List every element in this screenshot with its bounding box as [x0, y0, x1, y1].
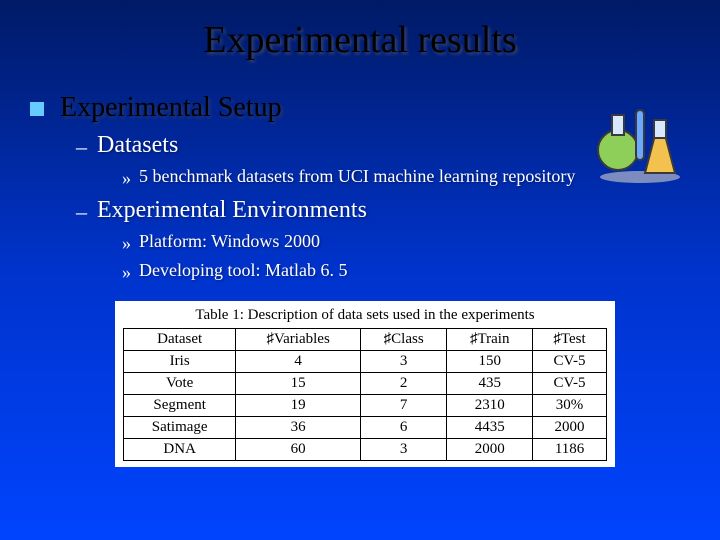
cell: 1186 [533, 439, 607, 461]
col-header: ♯Class [360, 329, 447, 351]
col-header: ♯Test [533, 329, 607, 351]
table-row: Vote 15 2 435 CV-5 [124, 373, 607, 395]
cell: 150 [447, 351, 533, 373]
table-row: Segment 19 7 2310 30% [124, 395, 607, 417]
bullet-text: Developing tool: Matlab 6. 5 [139, 260, 347, 281]
datasets-table: Dataset ♯Variables ♯Class ♯Train ♯Test I… [123, 328, 607, 461]
slide-title: Experimental results [0, 0, 720, 74]
level3-item: » Developing tool: Matlab 6. 5 [122, 260, 700, 283]
table-row: Satimage 36 6 4435 2000 [124, 417, 607, 439]
cell: 4435 [447, 417, 533, 439]
level2-item: – Experimental Environments [76, 197, 700, 225]
dash-bullet-icon: – [76, 134, 87, 160]
square-bullet-icon [30, 102, 44, 116]
col-header: ♯Variables [236, 329, 361, 351]
cell: 2 [360, 373, 447, 395]
cell: Satimage [124, 417, 236, 439]
cell: 30% [533, 395, 607, 417]
cell: 2000 [447, 439, 533, 461]
cell: 435 [447, 373, 533, 395]
cell: 7 [360, 395, 447, 417]
cell: 3 [360, 351, 447, 373]
cell: 6 [360, 417, 447, 439]
raquo-bullet-icon: » [122, 262, 131, 283]
col-header: Dataset [124, 329, 236, 351]
raquo-bullet-icon: » [122, 168, 131, 189]
cell: 2000 [533, 417, 607, 439]
table-row: Iris 4 3 150 CV-5 [124, 351, 607, 373]
cell: Iris [124, 351, 236, 373]
cell: Segment [124, 395, 236, 417]
cell: 60 [236, 439, 361, 461]
dash-bullet-icon: – [76, 199, 87, 225]
cell: 15 [236, 373, 361, 395]
bullet-text: Platform: Windows 2000 [139, 231, 320, 252]
cell: CV-5 [533, 351, 607, 373]
cell: DNA [124, 439, 236, 461]
table-header-row: Dataset ♯Variables ♯Class ♯Train ♯Test [124, 329, 607, 351]
table-caption: Table 1: Description of data sets used i… [123, 307, 607, 324]
table-body: Iris 4 3 150 CV-5 Vote 15 2 435 CV-5 Seg… [124, 351, 607, 461]
cell: 3 [360, 439, 447, 461]
raquo-bullet-icon: » [122, 233, 131, 254]
col-header: ♯Train [447, 329, 533, 351]
section-label: Datasets [97, 132, 178, 159]
level3-item: » Platform: Windows 2000 [122, 231, 700, 254]
data-table-container: Table 1: Description of data sets used i… [115, 301, 615, 467]
cell: CV-5 [533, 373, 607, 395]
heading-text: Experimental Setup [60, 92, 282, 124]
section-label: Experimental Environments [97, 197, 367, 224]
cell: 2310 [447, 395, 533, 417]
cell: 4 [236, 351, 361, 373]
lab-flasks-icon [590, 95, 690, 185]
cell: 19 [236, 395, 361, 417]
cell: Vote [124, 373, 236, 395]
cell: 36 [236, 417, 361, 439]
table-row: DNA 60 3 2000 1186 [124, 439, 607, 461]
bullet-text: 5 benchmark datasets from UCI machine le… [139, 166, 575, 187]
